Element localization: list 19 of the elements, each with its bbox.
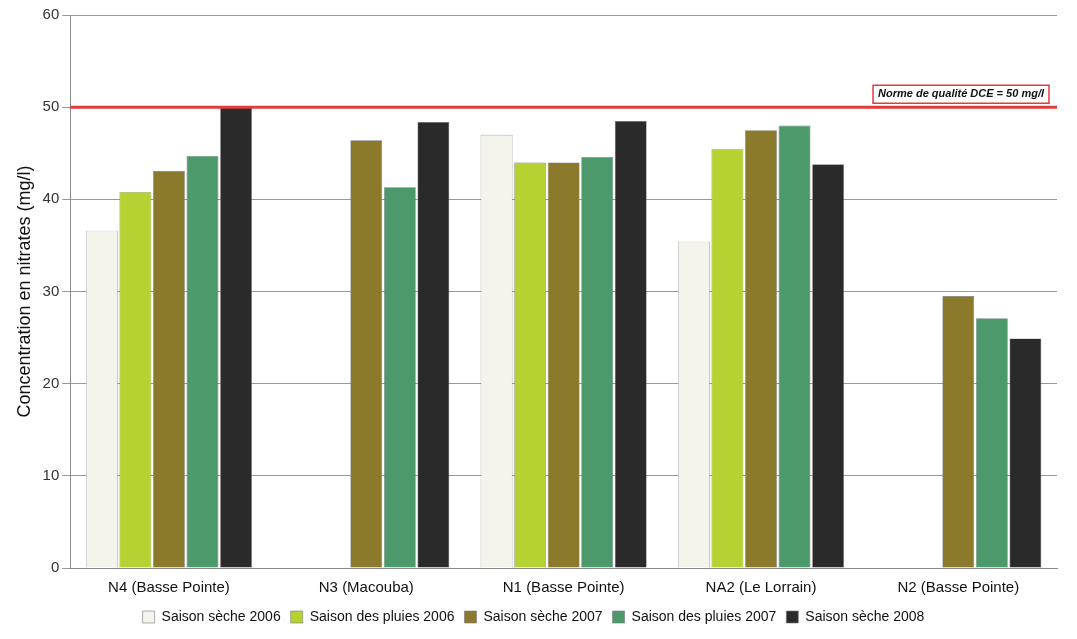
legend-label: Saison des pluies 2006: [309, 607, 455, 624]
y-tick-label: 60: [42, 5, 60, 23]
y-tick-label: 20: [42, 373, 60, 391]
y-tick-label: 50: [42, 97, 60, 115]
x-tick-label: N4 (Basse Pointe): [108, 578, 230, 596]
x-tick-label: N3 (Macouba): [318, 578, 414, 596]
legend-label: Saison sèche 2008: [805, 607, 925, 624]
y-tick-label: 30: [42, 281, 60, 299]
x-tick-label: N1 (Basse Pointe): [502, 578, 625, 596]
x-tick-label: NA2 (Le Lorrain): [705, 578, 817, 596]
y-tick-label: 0: [50, 558, 60, 576]
y-axis-title: Concentration en nitrates (mg/l): [13, 165, 34, 418]
x-tick-label: N2 (Basse Pointe): [897, 578, 1020, 596]
y-tick-label: 10: [42, 465, 60, 483]
legend-label: Saison des pluies 2007: [631, 607, 777, 624]
y-tick-label: 40: [42, 189, 60, 207]
legend-label: Saison sèche 2006: [161, 607, 281, 624]
legend-label: Saison sèche 2007: [483, 607, 603, 624]
ref-line-label: Norme de qualité DCE = 50 mg/l: [878, 87, 1045, 100]
